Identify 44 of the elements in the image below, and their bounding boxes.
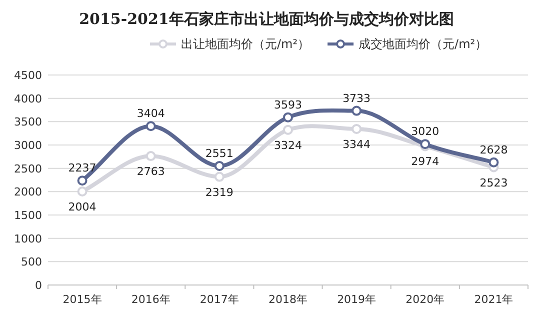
y-tick-label: 3000	[14, 139, 42, 152]
point	[146, 151, 156, 162]
data-label: 3404	[136, 107, 165, 120]
y-tick-label: 1500	[14, 209, 42, 222]
point	[352, 124, 362, 134]
point	[488, 157, 499, 168]
x-tick-label: 2016年	[131, 293, 170, 306]
point	[283, 112, 293, 122]
data-label: 2551	[205, 146, 234, 160]
legend-label: 成交地面均价（元/m²）	[358, 37, 488, 51]
data-label: 2523	[480, 176, 508, 190]
y-tick-label: 1000	[14, 232, 42, 246]
point	[214, 172, 224, 182]
data-label: 3733	[342, 92, 371, 105]
x-tick-label: 2020年	[406, 293, 445, 306]
chart-title: 2015-2021年石家庄市出让地面均价与成交均价对比图	[79, 10, 454, 28]
data-label: 3324	[274, 138, 302, 152]
y-tick-label: 4000	[14, 92, 42, 106]
data-label: 2004	[68, 200, 96, 214]
y-tick-label: 500	[21, 256, 42, 269]
point	[77, 186, 88, 196]
point	[214, 160, 224, 171]
data-label: 3593	[274, 98, 302, 112]
data-label: 2628	[480, 143, 508, 156]
x-tick-label: 2021年	[474, 293, 514, 306]
data-label: 2763	[136, 165, 165, 178]
y-tick-label: 0	[35, 279, 42, 292]
point	[283, 124, 293, 135]
x-tick-label: 2015年	[62, 293, 102, 306]
y-tick-label: 2500	[14, 162, 42, 176]
data-label: 2974	[411, 155, 440, 168]
data-label: 2319	[205, 186, 234, 199]
x-tick-label: 2019年	[337, 293, 376, 306]
x-tick-label: 2018年	[268, 293, 308, 306]
point	[352, 106, 362, 116]
point	[146, 121, 156, 132]
y-tick-label: 2000	[14, 186, 42, 199]
data-label: 3020	[411, 125, 440, 138]
y-tick-label: 3500	[14, 116, 42, 129]
legend-label: 出让地面均价（元/m²）	[181, 37, 310, 51]
y-tick-label: 4500	[14, 69, 42, 82]
point	[77, 176, 88, 186]
x-tick-label: 2017年	[200, 293, 239, 306]
data-label: 3344	[342, 138, 371, 151]
